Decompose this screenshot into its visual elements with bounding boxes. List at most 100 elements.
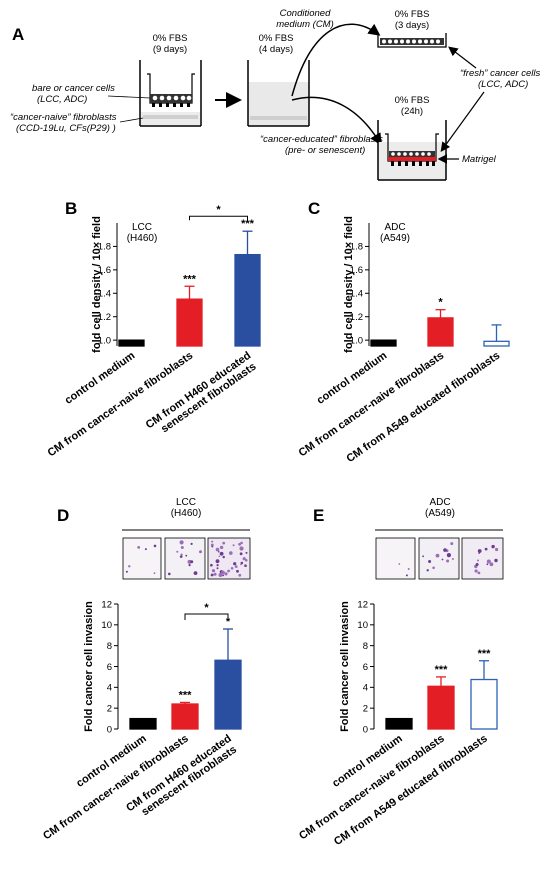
category-label-line: control medium — [74, 733, 149, 790]
step1-label-1: 0% FBS — [153, 33, 188, 44]
y-tick-label: 2 — [107, 703, 112, 714]
y-tick-label: 0 — [107, 724, 112, 735]
category-label-1: control medium — [330, 733, 405, 790]
stained-cell — [153, 544, 157, 548]
step2-label-2: (4 days) — [259, 44, 293, 55]
thumb-e-educated — [461, 537, 504, 580]
stained-cell — [211, 569, 216, 573]
stained-cell — [489, 562, 494, 567]
stained-cell — [221, 570, 225, 575]
stained-cell — [474, 569, 478, 573]
stained-cell — [446, 559, 450, 563]
significance-2: *** — [179, 689, 193, 701]
stained-cell — [179, 555, 183, 558]
bar-1 — [385, 717, 413, 730]
significance-bracket — [189, 215, 248, 221]
y-tick-label: 1.6 — [98, 265, 111, 276]
bar-1 — [129, 717, 157, 730]
step3-label-1: 0% FBS — [395, 9, 430, 20]
stained-cell — [215, 559, 220, 564]
stained-cell — [176, 550, 179, 553]
stained-cell — [441, 558, 444, 561]
category-label-3: CM from H460 educatedsenescent fibroblas… — [144, 350, 260, 442]
stained-cell — [211, 545, 214, 548]
stained-cell — [216, 567, 219, 570]
bar-2 — [171, 703, 199, 730]
coculture-well — [139, 60, 202, 127]
stained-cell — [230, 567, 234, 570]
cm-arrow — [291, 23, 381, 97]
stained-cell — [227, 569, 231, 573]
stained-cell — [477, 549, 482, 553]
stained-cell — [222, 541, 226, 545]
chart-subtitle: (H460) — [171, 508, 202, 519]
y-tick-label: 10 — [101, 620, 112, 631]
stained-cell — [218, 555, 221, 558]
panel-label-e: E — [313, 506, 324, 525]
stained-cell — [219, 551, 224, 556]
stained-cell — [426, 569, 429, 572]
bar-3 — [470, 678, 498, 730]
cancer-cell-plate — [377, 33, 447, 48]
naive-label-1: “cancer-naive” fibroblasts — [10, 112, 117, 123]
y-tick-label: 1.0 — [98, 335, 111, 346]
category-label-line: CM from A549 educated fibroblasts — [332, 733, 490, 848]
stained-cell — [446, 553, 451, 558]
stained-cell — [185, 554, 188, 557]
y-axis-title: fold cell density / 10× field — [343, 216, 355, 353]
y-tick-label: 8 — [107, 641, 112, 652]
significance-2: *** — [183, 273, 197, 285]
fresh-label-1: “fresh” cancer cells — [460, 68, 540, 79]
stained-cell — [475, 563, 479, 566]
y-tick-label: 1.0 — [350, 335, 363, 346]
stained-cell — [242, 557, 246, 561]
stained-cell — [211, 540, 214, 543]
educated-label-1: “cancer-educated” fibroblasts — [260, 134, 383, 145]
y-tick-label: 1.4 — [350, 289, 363, 300]
bar-3 — [483, 340, 510, 347]
stained-cell — [435, 553, 440, 558]
stained-cell — [478, 552, 481, 554]
stained-cell — [486, 559, 491, 564]
stained-cell — [428, 560, 432, 563]
stained-cell — [137, 546, 141, 549]
bare-cells-label-1: bare or cancer cells — [32, 83, 115, 94]
significance-bracket — [184, 613, 229, 620]
fibroblast-layer — [143, 115, 198, 119]
y-tick-label: 12 — [357, 599, 368, 610]
y-tick-label: 6 — [107, 662, 112, 673]
y-tick-label: 1.2 — [98, 312, 111, 323]
step4-label-1: 0% FBS — [395, 95, 430, 106]
category-label-line: CM from H460 educated — [144, 350, 254, 432]
stained-cell — [222, 555, 225, 559]
chart-title: LCC — [176, 497, 196, 508]
y-tick-label: 6 — [363, 662, 368, 673]
stained-cell — [240, 541, 243, 545]
fresh-label-2: (LCC, ADC) — [478, 79, 528, 90]
panel-label-b: B — [65, 199, 77, 218]
stained-cell — [234, 565, 238, 568]
chart-subtitle: (A549) — [425, 508, 455, 519]
bracket-significance: * — [204, 602, 209, 614]
stained-cell — [422, 555, 424, 558]
y-tick-label: 1.8 — [98, 242, 111, 253]
stained-cell — [240, 561, 244, 565]
y-tick-label: 0 — [363, 724, 368, 735]
y-tick-label: 12 — [101, 599, 112, 610]
stained-cell — [180, 546, 184, 549]
stained-cell — [405, 574, 408, 577]
category-label-1: control medium — [74, 733, 149, 790]
bar-2 — [427, 317, 454, 347]
category-label-3: CM from A549 educated fibroblasts — [332, 733, 490, 848]
stained-cell — [153, 572, 156, 575]
stained-cell — [233, 562, 237, 566]
stained-cell — [486, 563, 489, 566]
y-tick-label: 1.2 — [350, 312, 363, 323]
bar-2 — [427, 685, 455, 730]
panel-a-schematic: A 0% FBS (9 days) bare or cancer cel — [10, 8, 540, 181]
y-tick-label: 8 — [363, 641, 368, 652]
significance-2: *** — [435, 664, 449, 676]
stained-cell — [245, 559, 248, 562]
